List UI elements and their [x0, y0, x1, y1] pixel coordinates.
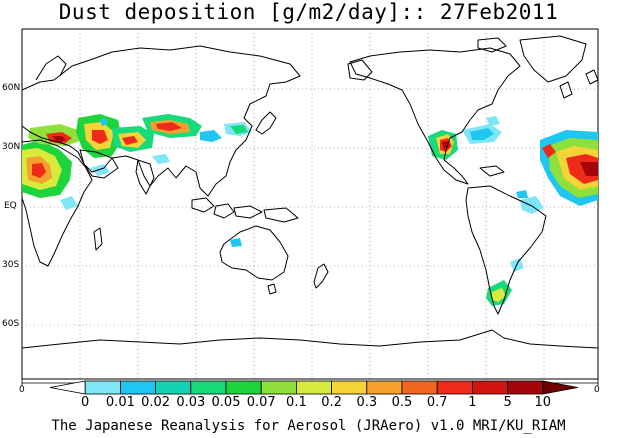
gridlines — [22, 29, 598, 379]
coastlines — [21, 35, 599, 349]
edge-label-right: 0 — [594, 385, 600, 395]
lat-label-60n: 60N — [2, 83, 21, 93]
lat-label-30s: 30S — [2, 260, 20, 270]
lat-label-eq: EQ — [4, 201, 17, 211]
colorbar-label: 0.5 — [391, 395, 413, 410]
colorbar-label: 0.02 — [141, 395, 171, 410]
colorbar-label: 5 — [503, 395, 512, 410]
colorbar-label: 0.7 — [426, 395, 448, 410]
credit-line: The Japanese Reanalysis for Aerosol (JRA… — [51, 418, 566, 434]
lat-label-30n: 30N — [2, 142, 21, 152]
colorbar-label: 0.3 — [356, 395, 378, 410]
colorbar-label: 0.07 — [246, 395, 276, 410]
colorbar-label: 0.03 — [176, 395, 206, 410]
map-frame — [21, 28, 599, 380]
colorbar-label: 0.1 — [286, 395, 307, 410]
edge-label-left: 0 — [19, 385, 25, 395]
map-title: Dust deposition [g/m2/day]:: 27Feb2011 — [58, 0, 559, 24]
colorbar-label: 1 — [468, 395, 477, 410]
lat-label-60s: 60S — [2, 319, 20, 329]
colorbar-label: 0.05 — [211, 395, 241, 410]
colorbar-label: 0.2 — [321, 395, 342, 410]
colorbar-label: 0.01 — [105, 395, 135, 410]
colorbar-label: 0 — [81, 395, 90, 410]
colorbar-label: 10 — [534, 395, 552, 410]
